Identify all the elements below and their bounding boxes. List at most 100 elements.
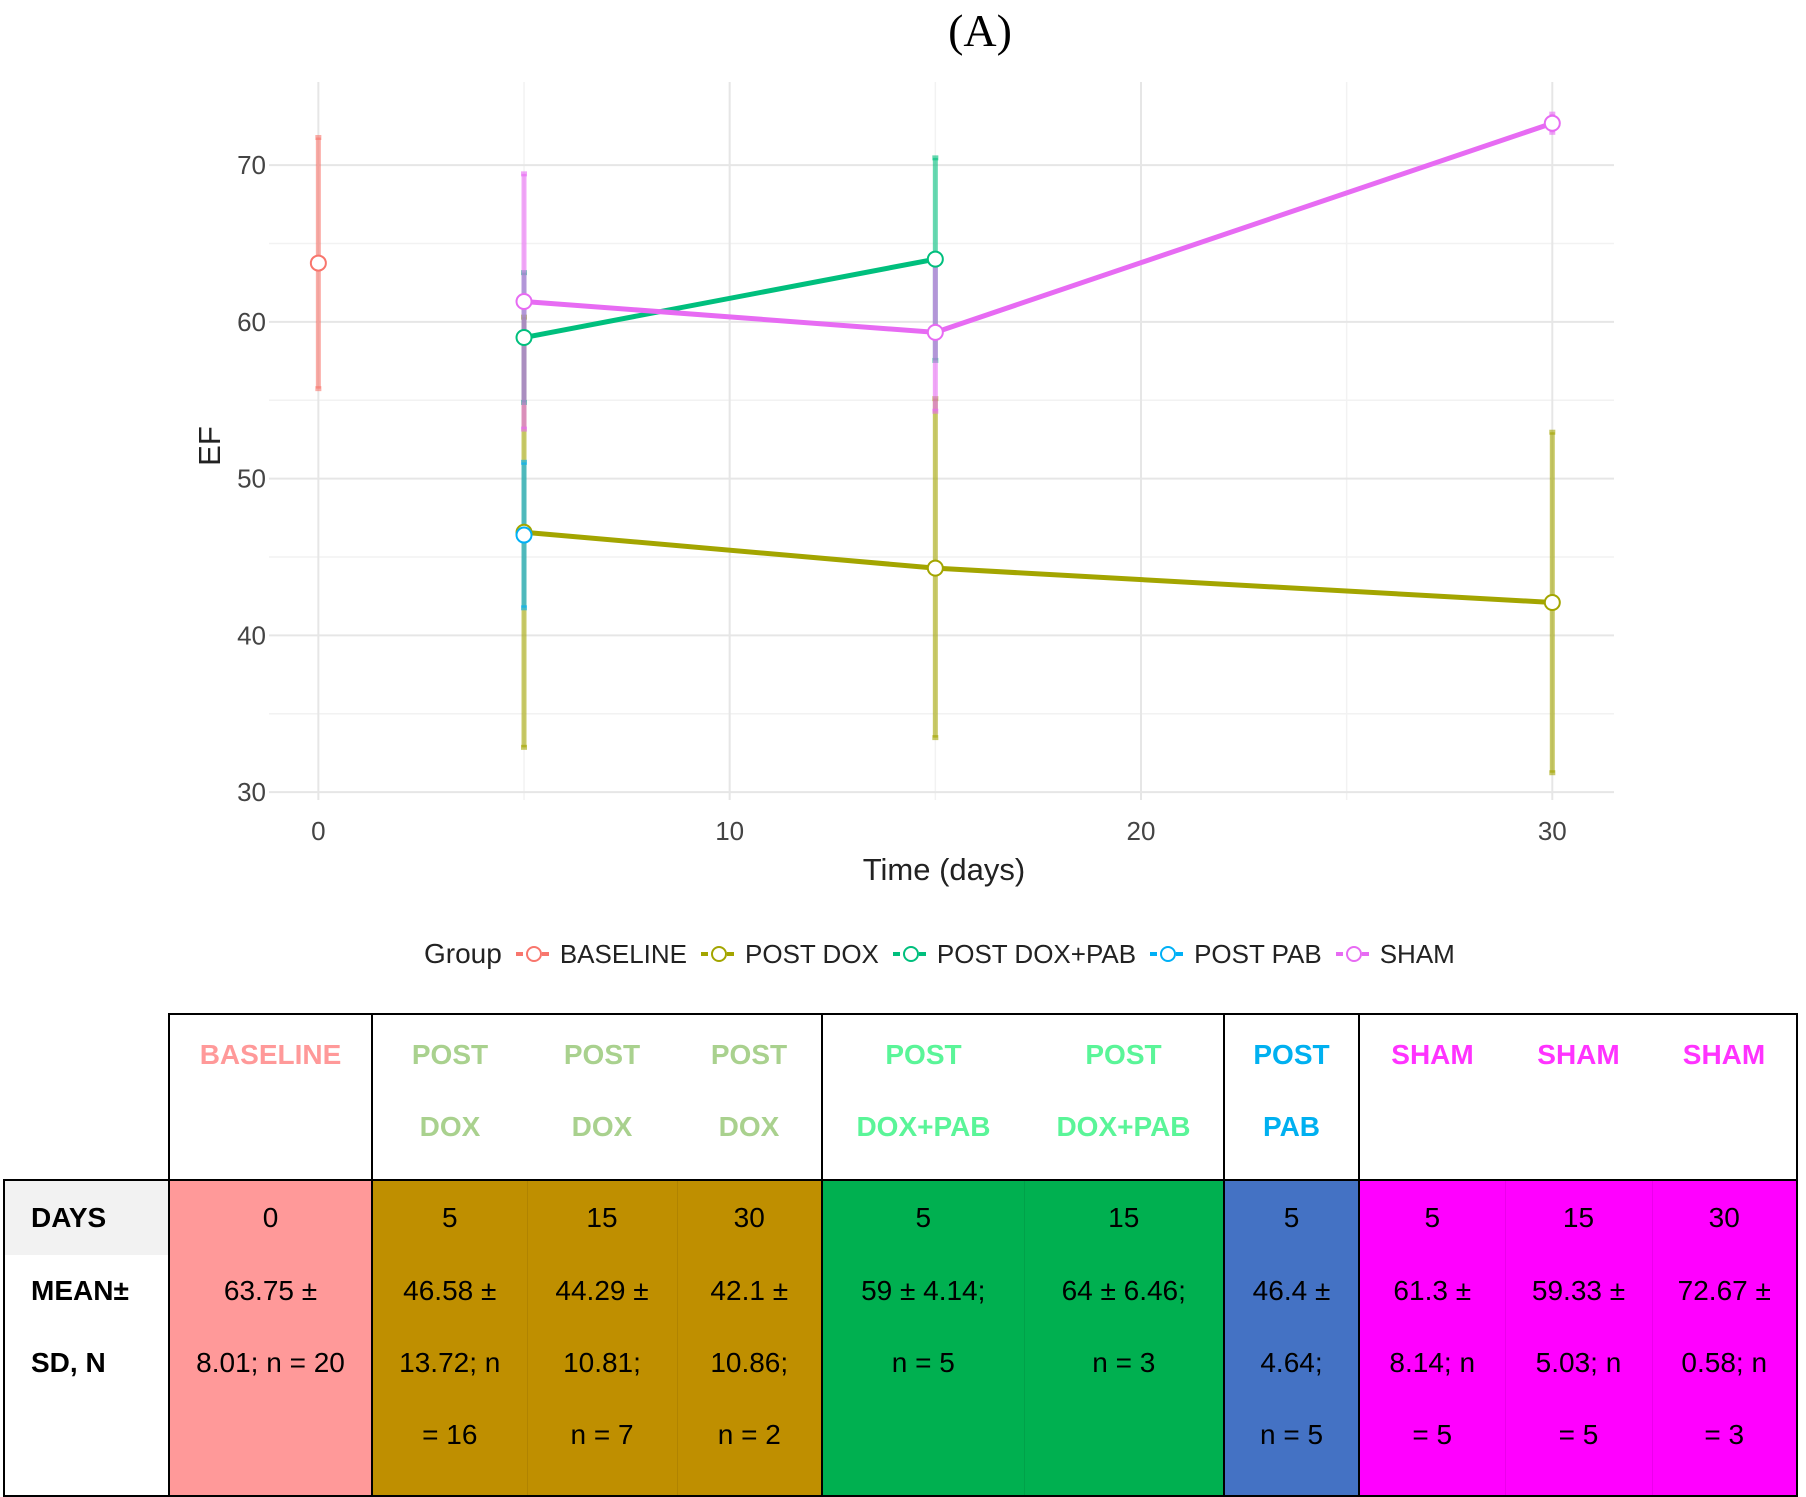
legend-key-icon [892,946,929,962]
header-line-1: POST [563,1039,641,1070]
legend-item-post-dox: POST DOX [701,939,879,970]
header-cell-post-dox-5: POST DOX [371,1013,527,1180]
header-line-2: DOX [571,1111,633,1142]
legend-key-icon [701,946,737,962]
header-line-1: POST [411,1039,489,1070]
mean-sd-cell: 44.29 ± 10.81; n = 7 [526,1255,677,1497]
header-line-1: BASELINE [199,1039,342,1070]
value-line-2: 0.58; n [1681,1347,1768,1378]
header-line-2: PAB [1262,1111,1321,1142]
mean-sd-cell: 46.4 ± 4.64; n = 5 [1223,1255,1360,1497]
days-cell: 5 [1223,1179,1360,1255]
value-line-2: 10.86; [710,1347,789,1378]
value-line-1: 42.1 ± [710,1275,789,1306]
days-cell: 30 [676,1179,823,1255]
mean-sd-cell: 42.1 ± 10.86; n = 2 [676,1255,823,1497]
value-line-3: n = 5 [1259,1419,1324,1450]
header-line-1: POST [710,1039,788,1070]
mean-sd-cell: 61.3 ± 8.14; n = 5 [1358,1255,1505,1497]
days-cell: 30 [1651,1179,1798,1255]
mean-sd-cell: 59 ± 4.14; n = 5 [821,1255,1024,1497]
series-line-sham [523,120,1554,335]
header-cell-post-dox-pab-5: POST DOX+PAB [821,1013,1024,1180]
value-line-1: 46.4 ± [1252,1275,1331,1306]
y-tick-label: 50 [237,464,266,494]
axis-layer: 30 40 50 60 70 0 10 20 30 [237,150,1567,846]
ef-line-chart: 30 40 50 60 70 0 10 20 30 Time (days) EF [192,82,1614,887]
summary-table: BASELINE POST DOX POST DOX POST DOX POST DOX… [3,1013,1798,1497]
table-corner [4,1014,169,1180]
row-label-mean-sd: MEAN± SD, N [3,1255,169,1497]
value-line-2: n = 5 [891,1347,955,1378]
value-line-3: = 16 [422,1419,478,1450]
series-line-post-dox [523,529,1553,605]
y-tick-label: 30 [237,777,266,807]
legend-label: POST PAB [1194,938,1322,969]
legend-label: SHAM [1379,938,1455,969]
days-cell: 15 [526,1179,677,1255]
header-cell-post-dox-pab-15: POST DOX+PAB [1024,1013,1225,1180]
table-header-row: BASELINE POST DOX POST DOX POST DOX POST DOX… [4,1013,1798,1180]
legend-label: POST DOX [745,938,879,969]
mean-sd-cell: 63.75 ± 8.01; n = 20 [168,1255,373,1497]
value-line-2: n = 3 [1092,1347,1156,1378]
errorbars-sham [521,111,1556,432]
table-row-mean-sd: MEAN± SD, N 63.75 ± 8.01; n = 20 46.58 ± 13… [3,1255,1798,1497]
header-line-1: POST [1085,1039,1162,1070]
row-label-line-1: MEAN± [31,1275,129,1306]
value-line-2: 4.64; [1260,1347,1323,1378]
header-line-1: POST [1253,1039,1330,1070]
data-point [309,254,327,272]
days-cell: 15 [1023,1179,1225,1255]
mean-sd-cell: 72.67 ± 0.58; n = 3 [1651,1255,1798,1497]
value-line-2: 13.72; n [399,1347,501,1378]
value-line-2: 5.03; n [1535,1347,1622,1378]
legend-item-post-dox-pab: POST DOX+PAB [892,938,1137,970]
data-point [515,292,533,310]
legend-label: POST DOX+PAB [936,938,1137,969]
mean-sd-cell: 59.33 ± 5.03; n = 5 [1504,1255,1652,1497]
y-axis-title: EF [192,426,227,466]
grid-layer [269,82,1614,800]
y-tick-label: 40 [237,620,266,650]
y-tick-label: 60 [237,307,266,337]
series-layer [309,111,1561,776]
data-point [1543,593,1561,611]
header-line-2: DOX+PAB [856,1111,991,1142]
x-tick-label: 20 [1127,816,1156,846]
data-point [515,329,533,347]
header-line-1: SHAM [1682,1039,1766,1070]
days-cell: 5 [821,1179,1024,1255]
legend-label: BASELINE [559,938,687,969]
value-line-3: = 5 [1412,1419,1453,1450]
legend-title: Group [424,938,502,969]
value-line-1: 61.3 ± [1393,1275,1472,1306]
header-line-1: SHAM [1537,1039,1620,1070]
legend-item-sham: SHAM [1335,938,1455,970]
value-line-1: 59 ± 4.14; [861,1275,986,1306]
y-tick-label: 70 [237,150,266,180]
data-point [926,323,944,341]
x-tick-label: 30 [1538,816,1567,846]
header-cell-sham-30: SHAM [1652,1013,1798,1180]
value-line-3: n = 2 [717,1419,781,1450]
series-line-post-dox-pab [523,256,936,340]
header-cell-post-dox-15: POST DOX [527,1013,677,1180]
data-point [1543,114,1561,132]
value-line-3: n = 7 [570,1419,634,1450]
header-cell-post-pab-5: POST PAB [1223,1013,1360,1180]
x-tick-label: 10 [715,816,744,846]
value-line-1: 46.58 ± [403,1275,497,1306]
value-line-2: 10.81; [563,1347,641,1378]
header-line-1: SHAM [1391,1039,1474,1070]
table-row-days: DAYS 0 5 15 30 5 15 5 5 15 30 [3,1179,1798,1255]
days-cell: 5 [1358,1179,1505,1255]
legend-item-post-pab: POST PAB [1150,939,1322,970]
legend-key-icon [1150,946,1187,962]
data-point [515,526,533,544]
header-cell-baseline: BASELINE [168,1013,373,1180]
legend: Group BASELINE POST DOX POST DOX+PAB POS… [424,934,1469,974]
value-line-1: 59.33 ± [1531,1275,1626,1306]
value-line-1: 63.75 ± [223,1275,318,1306]
value-line-2: 8.14; n [1389,1347,1476,1378]
